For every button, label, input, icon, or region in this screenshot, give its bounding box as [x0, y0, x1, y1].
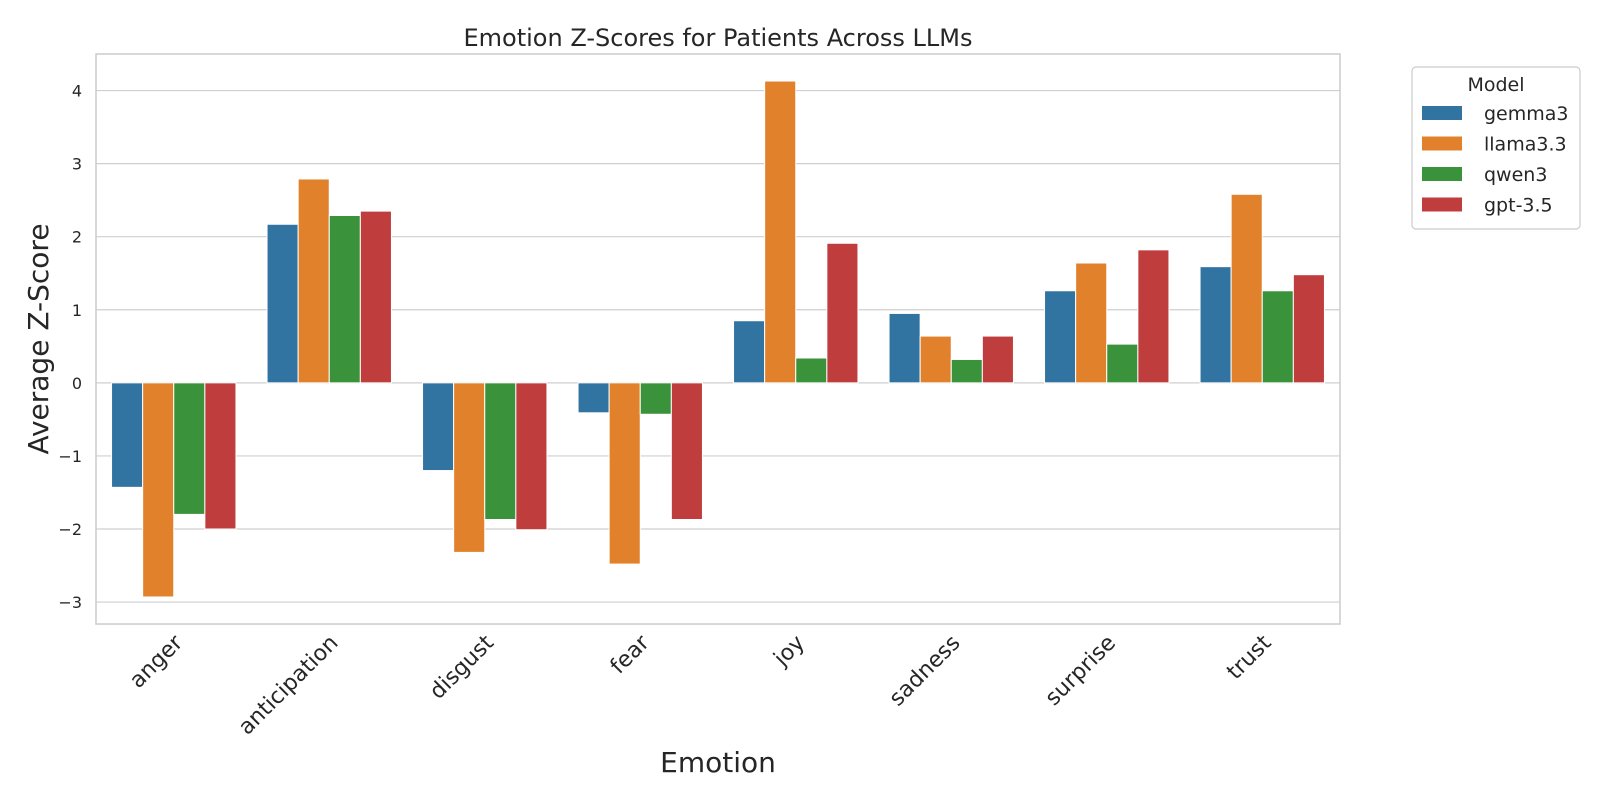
- bar-llama3.3-anger: [142, 382, 175, 598]
- y-tick-label: −2: [58, 520, 82, 539]
- bar-gemma3-fear: [577, 382, 610, 414]
- legend-swatch-llama3.3: [1422, 136, 1462, 151]
- bar-qwen3-anger: [173, 382, 206, 515]
- y-tick-label: −1: [58, 447, 82, 466]
- x-tick-label: sadness: [885, 631, 966, 712]
- x-tick-label: fear: [606, 630, 655, 679]
- bar-gpt-3.5-anger: [204, 382, 237, 530]
- bar-qwen3-disgust: [484, 382, 517, 520]
- bar-gpt-3.5-joy: [826, 242, 859, 384]
- x-tick-label: joy: [769, 631, 810, 672]
- legend-label-qwen3: qwen3: [1484, 164, 1547, 186]
- bar-qwen3-sadness: [950, 358, 983, 384]
- bars: [111, 80, 1325, 598]
- axes-frame: [95, 53, 1341, 625]
- bar-gemma3-sadness: [888, 312, 921, 384]
- bar-gemma3-anger: [111, 382, 144, 488]
- y-tick-label: 0: [72, 374, 82, 393]
- y-tick-label: 4: [72, 82, 82, 101]
- bar-qwen3-surprise: [1106, 343, 1139, 384]
- bar-llama3.3-disgust: [453, 382, 486, 553]
- bar-llama3.3-anticipation: [297, 178, 330, 384]
- legend-title: Model: [1467, 74, 1524, 96]
- bar-llama3.3-surprise: [1075, 262, 1108, 384]
- x-tick-label: disgust: [425, 630, 499, 704]
- legend-label-llama3.3: llama3.3: [1484, 134, 1567, 156]
- bar-qwen3-joy: [795, 357, 828, 384]
- bar-qwen3-anticipation: [328, 215, 361, 384]
- bar-gpt-3.5-trust: [1292, 274, 1325, 384]
- x-axis-label: Emotion: [660, 746, 776, 779]
- x-tick-labels: anger anticipation disgust fear joy sadness su…: [125, 630, 1277, 740]
- y-tick-labels: −3 −2 −1 0 1 2 3 4: [58, 82, 82, 613]
- bar-qwen3-fear: [639, 382, 672, 415]
- y-tick-label: 3: [72, 155, 82, 174]
- bar-gemma3-anticipation: [266, 223, 299, 384]
- y-tick-label: 1: [72, 301, 82, 320]
- bar-gpt-3.5-surprise: [1137, 249, 1170, 384]
- bar-gemma3-trust: [1199, 266, 1232, 384]
- legend-label-gpt-3.5: gpt-3.5: [1484, 195, 1553, 217]
- legend-items: gemma3 llama3.3 qwen3 gpt-3.5: [1422, 103, 1569, 217]
- bar-gpt-3.5-disgust: [515, 382, 548, 531]
- bar-llama3.3-fear: [608, 382, 641, 565]
- legend: Model gemma3 llama3.3 qwen3 gpt-3.5: [1411, 66, 1581, 230]
- chart-title: Emotion Z-Scores for Patients Across LLM…: [464, 24, 973, 52]
- bar-llama3.3-trust: [1230, 193, 1263, 384]
- bar-gpt-3.5-fear: [670, 382, 703, 520]
- x-tick-label: trust: [1222, 630, 1277, 685]
- legend-swatch-gpt-3.5: [1422, 197, 1462, 212]
- bar-gemma3-disgust: [422, 382, 455, 472]
- bar-gemma3-joy: [733, 320, 766, 384]
- bar-gemma3-surprise: [1044, 290, 1077, 384]
- legend-label-gemma3: gemma3: [1484, 103, 1569, 125]
- bar-llama3.3-sadness: [919, 335, 952, 384]
- bar-llama3.3-joy: [764, 80, 797, 384]
- bar-gpt-3.5-anticipation: [359, 210, 392, 384]
- legend-swatch-gemma3: [1422, 106, 1462, 120]
- y-axis-label: Average Z-Score: [22, 223, 55, 454]
- x-tick-label: anger: [125, 630, 189, 694]
- bar-gpt-3.5-sadness: [981, 335, 1014, 384]
- y-tick-label: 2: [72, 228, 82, 247]
- x-tick-label: anticipation: [234, 631, 344, 741]
- y-tick-label: −3: [58, 593, 82, 612]
- x-tick-label: surprise: [1041, 631, 1121, 711]
- legend-swatch-qwen3: [1422, 167, 1462, 181]
- bar-qwen3-trust: [1261, 290, 1294, 384]
